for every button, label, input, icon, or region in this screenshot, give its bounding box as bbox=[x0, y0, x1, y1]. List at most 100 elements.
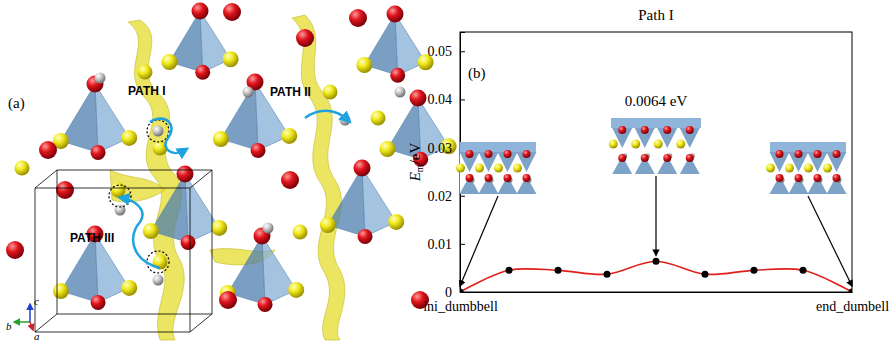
isosurface bbox=[110, 170, 165, 202]
tick-label: end_dumbell bbox=[816, 299, 889, 314]
atom bbox=[281, 128, 297, 144]
atom bbox=[323, 85, 338, 100]
atom bbox=[795, 174, 803, 182]
energy-panel: 00.010.020.030.040.05ini_dumbbellend_dum… bbox=[407, 7, 889, 314]
cell-edge bbox=[35, 188, 36, 332]
atom bbox=[258, 297, 273, 312]
inset bbox=[609, 118, 701, 174]
inset-band bbox=[611, 118, 701, 128]
atom bbox=[654, 140, 663, 149]
atom bbox=[513, 164, 522, 173]
tick-label: 0.02 bbox=[428, 189, 453, 204]
atom bbox=[356, 57, 372, 73]
cell-edge bbox=[35, 332, 190, 333]
atom bbox=[618, 126, 626, 134]
path-label: PATH III bbox=[70, 231, 114, 245]
tick: 0.03 bbox=[428, 141, 466, 156]
atom bbox=[609, 140, 618, 149]
site-marker bbox=[109, 185, 131, 207]
axis-letter: a bbox=[34, 330, 40, 342]
structure-panel: PATH IPATH IIPATH III(a)bca bbox=[6, 3, 457, 343]
atom bbox=[251, 143, 266, 158]
atom bbox=[485, 174, 493, 182]
image-point bbox=[604, 271, 611, 278]
inset bbox=[456, 142, 537, 194]
atom bbox=[504, 150, 512, 158]
atom bbox=[618, 154, 626, 162]
tick: 0.02 bbox=[428, 189, 466, 204]
atom bbox=[823, 164, 832, 173]
atom bbox=[161, 54, 177, 70]
atom bbox=[833, 174, 841, 182]
plot-frame bbox=[460, 32, 852, 292]
atom bbox=[456, 164, 465, 173]
tick: end_dumbell bbox=[816, 292, 889, 314]
migration-path bbox=[122, 198, 160, 268]
image-point bbox=[555, 267, 562, 274]
tick-mark bbox=[460, 196, 465, 197]
atom bbox=[494, 164, 503, 173]
tick-mark bbox=[460, 244, 465, 245]
atom bbox=[466, 150, 474, 158]
atom bbox=[211, 220, 227, 236]
atom bbox=[121, 130, 137, 146]
cell-edge bbox=[190, 314, 212, 332]
tick-label: 0.03 bbox=[428, 141, 453, 156]
atom bbox=[53, 283, 69, 299]
axis-arrow bbox=[29, 304, 31, 322]
atom bbox=[91, 145, 106, 160]
atom bbox=[56, 181, 74, 199]
image-point bbox=[702, 271, 709, 278]
atom bbox=[466, 174, 474, 182]
atom bbox=[663, 154, 671, 162]
cell-edge bbox=[190, 188, 191, 332]
atom bbox=[390, 68, 405, 83]
atom bbox=[288, 282, 304, 298]
inset-bg bbox=[460, 142, 536, 194]
pointer-arrow bbox=[460, 196, 498, 286]
atom bbox=[523, 150, 531, 158]
energy-curve bbox=[460, 261, 852, 292]
unit-cell bbox=[35, 170, 212, 332]
tick: 0.04 bbox=[428, 92, 466, 107]
atom bbox=[504, 174, 512, 182]
cell-edge bbox=[190, 170, 212, 188]
atom bbox=[641, 154, 649, 162]
inset-bg bbox=[770, 142, 846, 194]
atom bbox=[223, 3, 241, 21]
path-label: PATH I bbox=[128, 84, 166, 98]
data-layer bbox=[460, 258, 852, 292]
tick: 0.01 bbox=[428, 237, 466, 252]
pointer-arrow bbox=[655, 176, 656, 255]
image-point bbox=[653, 258, 660, 265]
axis-arrow bbox=[14, 321, 30, 323]
site-marker bbox=[147, 120, 169, 142]
cell-edge bbox=[35, 170, 57, 188]
atom bbox=[631, 140, 640, 149]
atom bbox=[776, 174, 784, 182]
annotation: 0.0064 eV bbox=[625, 93, 688, 109]
y-axis-title: Em/eV bbox=[407, 143, 425, 183]
cell-edge bbox=[57, 170, 58, 314]
path-label: PATH II bbox=[270, 85, 311, 99]
atom bbox=[263, 223, 274, 234]
inset bbox=[766, 142, 847, 194]
y-title-part: /eV bbox=[407, 143, 423, 165]
migration-path bbox=[305, 111, 348, 120]
image-point bbox=[849, 289, 853, 293]
tick: 0.05 bbox=[428, 44, 466, 59]
atom bbox=[293, 225, 308, 240]
tick-label: 0.04 bbox=[428, 92, 453, 107]
inset-bg bbox=[611, 118, 701, 174]
panel-label: (b) bbox=[468, 65, 486, 82]
site-marker bbox=[147, 251, 169, 273]
atom bbox=[281, 171, 299, 189]
atom bbox=[395, 87, 406, 98]
atom bbox=[410, 90, 427, 107]
image-point bbox=[751, 267, 758, 274]
atom bbox=[641, 126, 649, 134]
atom bbox=[192, 3, 209, 20]
atom bbox=[387, 6, 404, 23]
y-axis: 00.010.020.030.040.05 bbox=[428, 33, 466, 300]
atom bbox=[785, 164, 794, 173]
